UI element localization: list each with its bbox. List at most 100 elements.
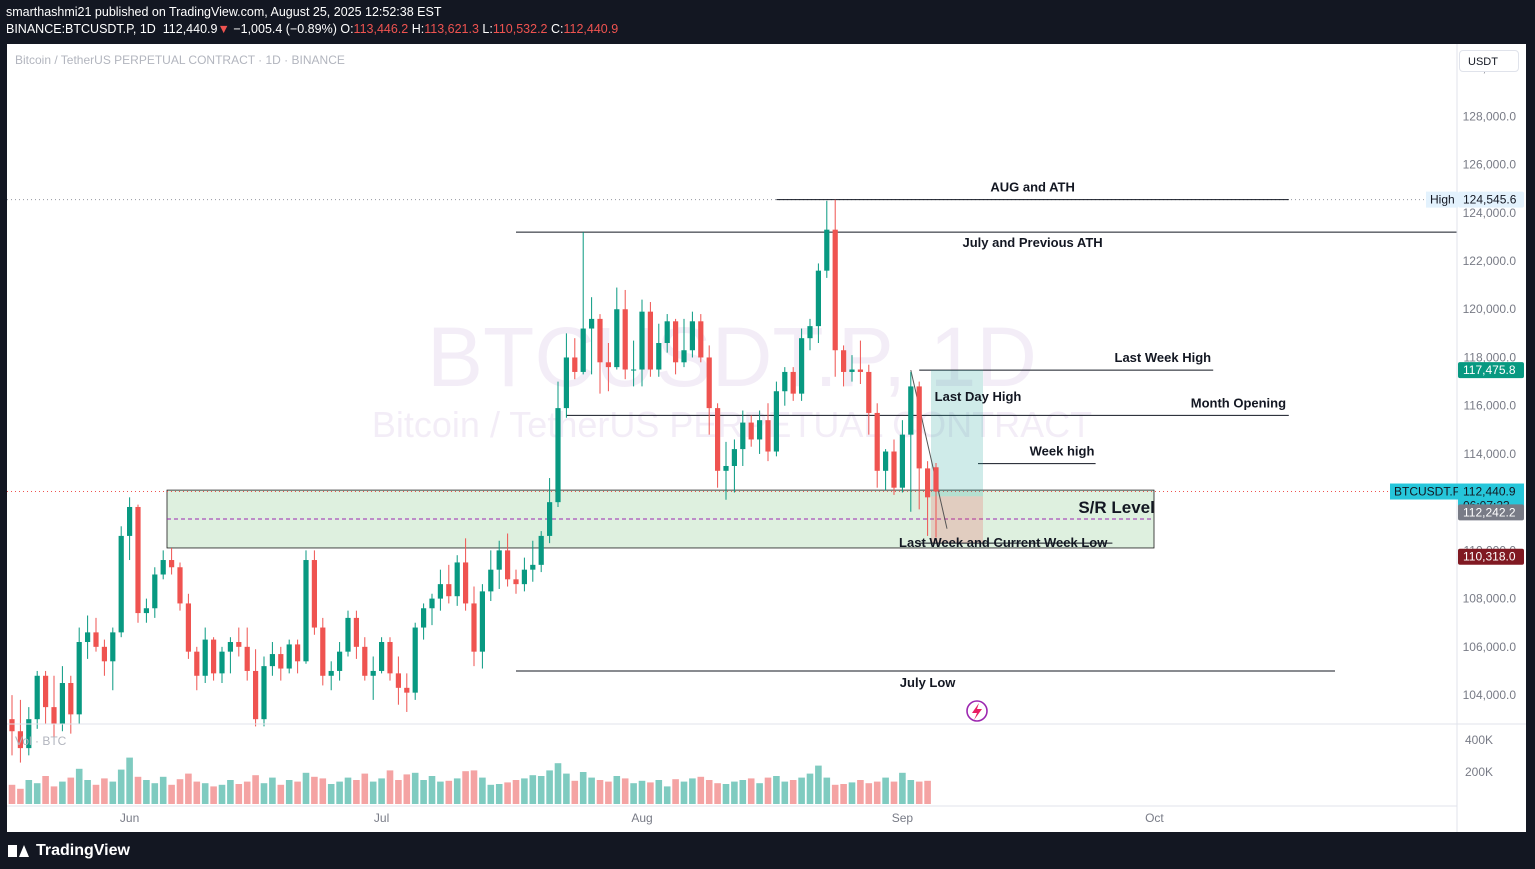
volume-bar xyxy=(386,770,394,804)
y-tick-label: 126,000.0 xyxy=(1463,158,1517,172)
open-value: 113,446.2 xyxy=(353,22,409,36)
volume-bar xyxy=(529,775,537,804)
candle-body xyxy=(933,467,939,492)
volume-bar xyxy=(378,778,385,804)
candle-body xyxy=(337,651,343,671)
volume-bar xyxy=(840,784,847,804)
entry-price-tag: 112,242.2 xyxy=(1463,505,1516,519)
volume-bar xyxy=(277,784,285,804)
volume-bar xyxy=(521,778,528,804)
volume-bar xyxy=(831,784,839,804)
currency-button[interactable]: USDT xyxy=(1459,50,1519,72)
volume-bar xyxy=(823,777,831,804)
candle-body xyxy=(169,560,175,568)
current-price-tag: 112,440.9 xyxy=(1463,485,1516,499)
volume-bar xyxy=(907,780,915,804)
candle-body xyxy=(261,666,267,720)
candle-body xyxy=(135,506,141,614)
volume-bar xyxy=(319,778,327,804)
candle-body xyxy=(589,318,595,329)
candle-body xyxy=(664,321,670,344)
volume-bar xyxy=(235,784,243,804)
candle-body xyxy=(43,675,49,708)
chart-panel[interactable]: BTCUSDT.P, 1D Bitcoin / TetherUS PERPETUA… xyxy=(7,44,1526,832)
volume-bar xyxy=(159,776,167,804)
candle-body xyxy=(563,357,569,409)
last-week-high-label: Last Week High xyxy=(1115,350,1212,365)
volume-bar xyxy=(437,781,444,804)
candle-body xyxy=(362,646,368,676)
candle-body xyxy=(639,311,645,370)
volume-bar xyxy=(151,783,159,804)
volume-bar xyxy=(252,775,259,804)
volume-bar xyxy=(722,784,730,804)
candle-body xyxy=(689,321,695,351)
candle-body xyxy=(311,560,317,628)
volume-bar xyxy=(764,777,772,804)
high-value: 113,621.3 xyxy=(424,22,479,36)
volume-bar xyxy=(697,776,705,804)
volume-bar xyxy=(462,771,469,804)
candle-body xyxy=(446,584,452,597)
candle-body xyxy=(185,603,191,652)
volume-bar xyxy=(369,781,377,804)
volume-bar xyxy=(260,783,268,804)
volume-bar xyxy=(269,777,276,804)
symbol-label[interactable]: BINANCE:BTCUSDT.P, 1D xyxy=(6,22,156,36)
watermark-name: Bitcoin / TetherUS PERPETUAL CONTRACT xyxy=(372,404,1092,445)
volume-bar xyxy=(126,757,133,804)
volume-bar xyxy=(848,782,856,804)
volume-bar xyxy=(109,781,117,804)
volume-bar xyxy=(193,781,201,804)
volume-bar xyxy=(789,780,797,804)
vol-tick-label: 400K xyxy=(1465,733,1493,747)
volume-bar xyxy=(59,781,66,804)
volume-bar xyxy=(731,781,738,804)
candle-body xyxy=(530,564,536,570)
volume-bar xyxy=(781,781,789,804)
candle-body xyxy=(320,627,326,676)
volume-bar xyxy=(185,773,192,804)
x-tick-label: Jun xyxy=(120,811,139,825)
volume-bar xyxy=(17,788,24,804)
volume-bar xyxy=(554,763,562,804)
july-low-label: July Low xyxy=(900,675,957,690)
volume-bar xyxy=(647,782,654,804)
candle-body xyxy=(177,567,183,604)
candle-body xyxy=(496,550,502,570)
candle-body xyxy=(51,707,57,724)
footer-brand[interactable]: TradingView xyxy=(8,842,130,860)
volume-bar xyxy=(613,776,621,804)
candle-body xyxy=(76,642,82,715)
candle-body xyxy=(454,562,460,597)
candle-body xyxy=(353,617,359,647)
candle-body xyxy=(706,357,712,409)
candle-body xyxy=(328,670,334,676)
volume-bar xyxy=(739,780,747,804)
stop-price-tag: 110,318.0 xyxy=(1463,550,1516,564)
close-value: 112,440.9 xyxy=(563,22,619,36)
candle-body xyxy=(521,569,527,585)
vol-tick-label: 200K xyxy=(1465,765,1493,779)
candle-body xyxy=(404,687,410,693)
candle-body xyxy=(832,229,838,351)
y-tick-label: 118,000.0 xyxy=(1464,350,1517,364)
volume-bar xyxy=(495,784,503,804)
volume-bar xyxy=(445,780,453,804)
volume-bar xyxy=(168,784,175,804)
volume-bar xyxy=(344,777,352,804)
volume-bar xyxy=(25,780,33,804)
candle-body xyxy=(807,326,813,339)
candle-body xyxy=(815,270,821,327)
candle-body xyxy=(765,420,771,452)
high-label: H: xyxy=(411,22,425,36)
candle-body xyxy=(471,603,477,652)
candle-body xyxy=(908,386,914,435)
volume-bar xyxy=(605,781,612,804)
lightning-bolt-icon xyxy=(972,703,982,720)
volume-bar xyxy=(311,776,318,804)
volume-bar xyxy=(176,779,184,804)
volume-bar xyxy=(579,772,587,804)
volume-bar xyxy=(747,778,755,804)
